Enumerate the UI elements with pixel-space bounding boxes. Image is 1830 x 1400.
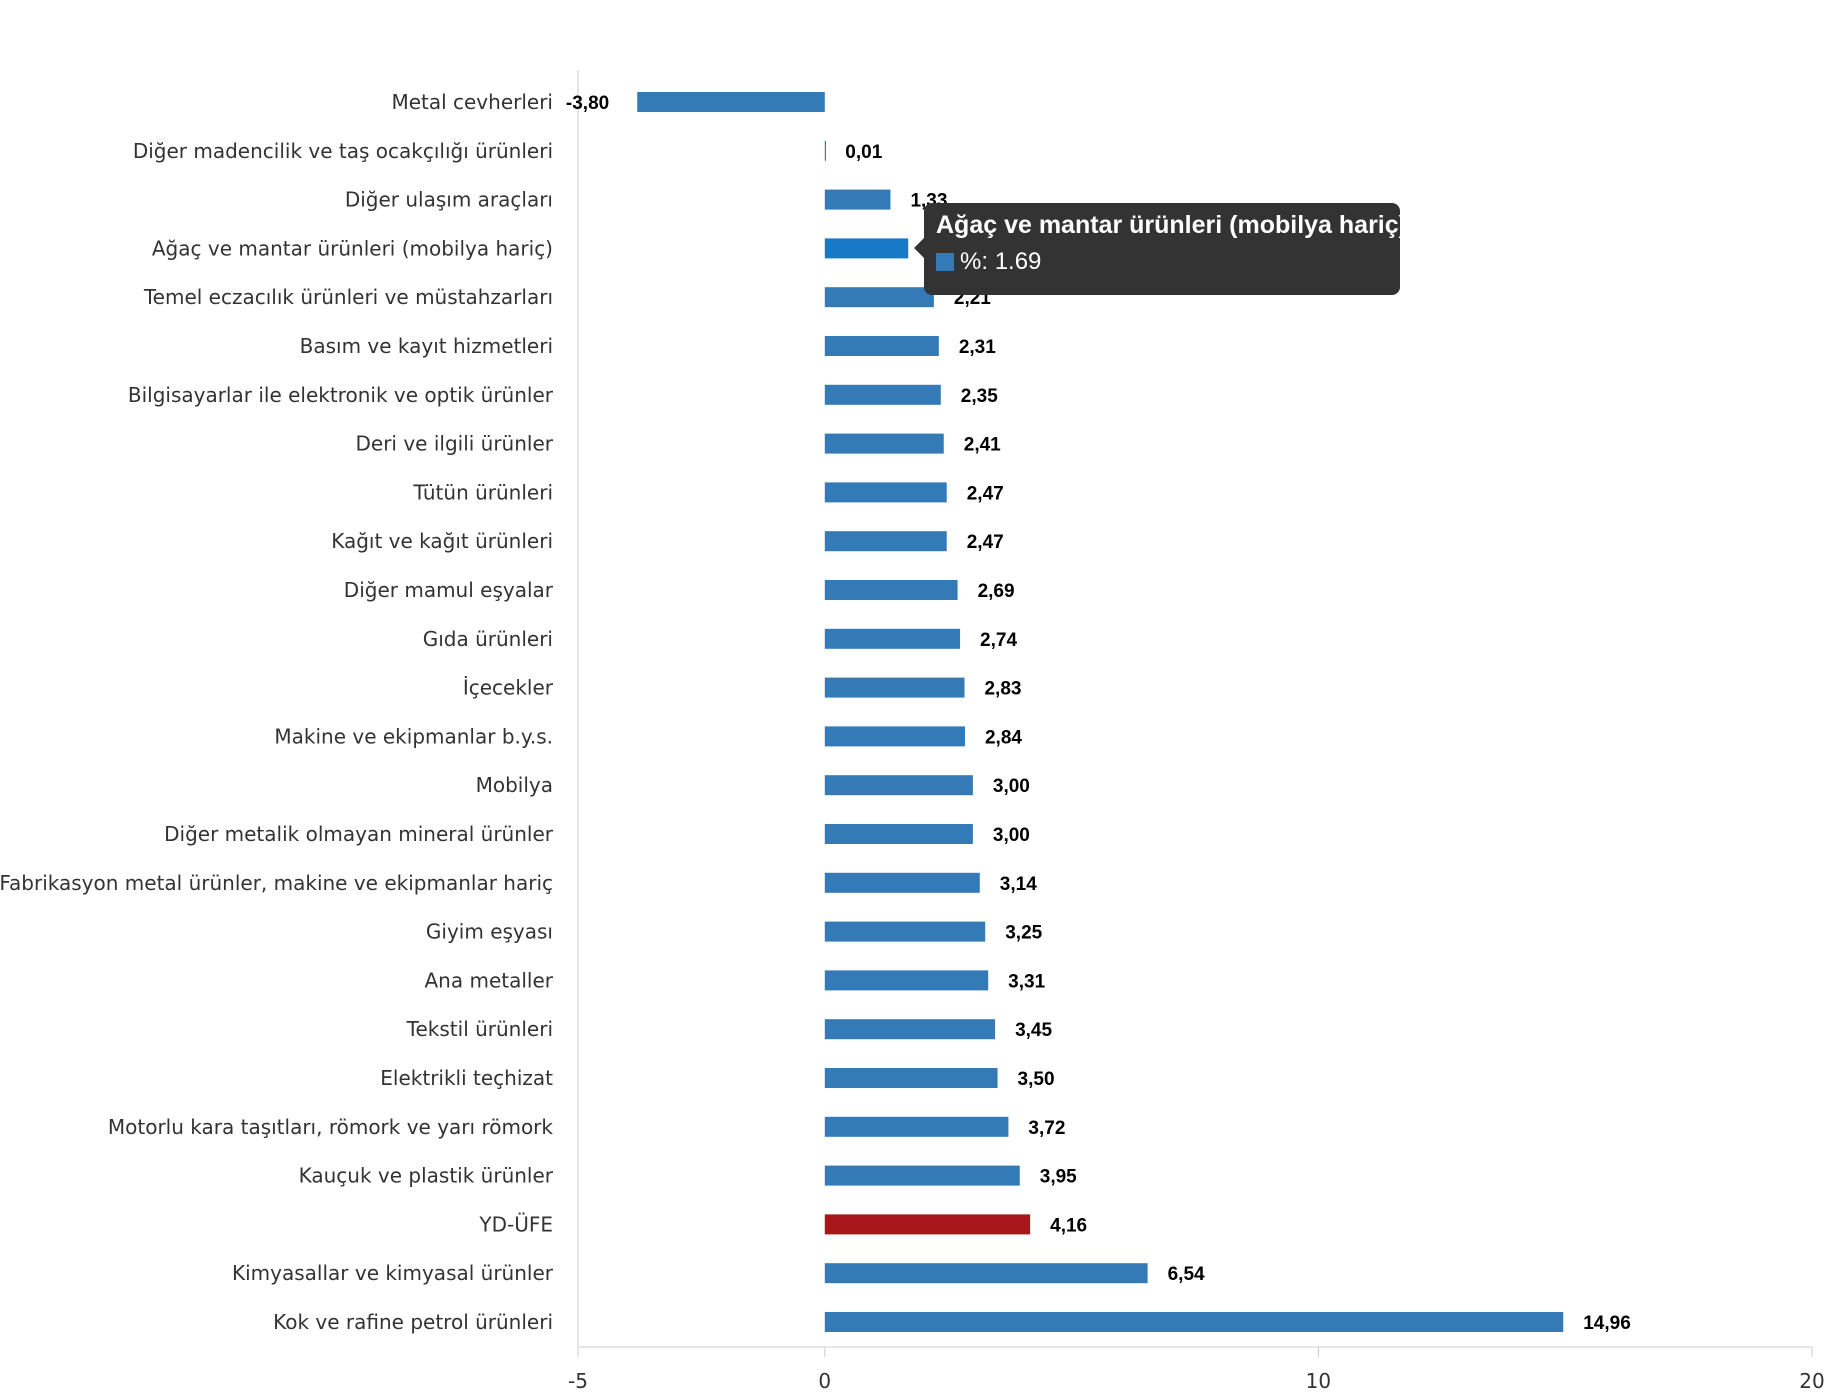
value-label-diger-metalik-olmayan-mineral-urunler: 3,00 (993, 825, 1030, 846)
bar-kagit-ve-kagit-urunleri[interactable] (824, 531, 947, 552)
bar-metal-cevherleri[interactable] (637, 92, 825, 112)
value-label-gida-urunleri: 2,74 (980, 630, 1017, 651)
bars-layer (637, 92, 1564, 1332)
value-label-bilgisayarlar-ile-elektronik-ve-optik-urunler: 2,35 (961, 386, 998, 407)
value-label-kimyasallar-ve-kimyasal-urunler: 6,54 (1168, 1264, 1205, 1285)
value-label-tekstil-urunleri: 3,45 (1015, 1020, 1052, 1041)
value-label-kagit-ve-kagit-urunleri: 2,47 (967, 532, 1004, 553)
category-label-icecekler: İçecekler (463, 676, 554, 700)
category-label-ana-metaller: Ana metaller (425, 968, 554, 992)
value-label-icecekler: 2,83 (984, 679, 1021, 700)
category-label-bilgisayarlar-ile-elektronik-ve-optik-urunler: Bilgisayarlar ile elektronik ve optik ür… (128, 383, 554, 407)
category-label-makine-ve-ekipmanlar-b-y-s: Makine ve ekipmanlar b.y.s. (274, 724, 553, 748)
bar-deri-ve-ilgili-urunler[interactable] (824, 433, 944, 454)
category-label-tutun-urunleri: Tütün ürünleri (412, 480, 553, 504)
category-label-tekstil-urunleri: Tekstil ürünleri (406, 1017, 553, 1041)
category-label-fabrikasyon-metal-urunler-makine-ve-ekipmanlar-haric: Fabrikasyon metal ürünler, makine ve eki… (0, 871, 553, 895)
category-label-diger-mamul-esyalar: Diğer mamul eşyalar (344, 578, 554, 602)
value-label-mobilya: 3,00 (993, 776, 1030, 797)
category-label-motorlu-kara-tasitlari-romork-ve-yari-romork: Motorlu kara taşıtları, römork ve yarı r… (108, 1115, 554, 1139)
value-label-motorlu-kara-tasitlari-romork-ve-yari-romork: 3,72 (1028, 1118, 1065, 1139)
value-label-kok-ve-rafine-petrol-urunleri: 14,96 (1583, 1313, 1631, 1334)
category-label-diger-madencilik-ve-tas-ocakciligi-urunleri: Diğer madencilik ve taş ocakçılığı ürünl… (133, 139, 553, 163)
value-label-fabrikasyon-metal-urunler-makine-ve-ekipmanlar-haric: 3,14 (1000, 874, 1037, 895)
category-label-kok-ve-rafine-petrol-urunleri: Kok ve rafine petrol ürünleri (273, 1310, 553, 1334)
category-label-basim-ve-kayit-hizmetleri: Basım ve kayıt hizmetleri (300, 334, 553, 358)
bar-temel-eczacilik-urunleri-ve-mustahzarlari[interactable] (824, 287, 934, 308)
tooltip-swatch (936, 253, 954, 271)
value-label-elektrikli-techizat: 3,50 (1018, 1069, 1055, 1090)
value-label-metal-cevherleri: -3,80 (566, 93, 609, 114)
x-tick-label: 10 (1306, 1369, 1331, 1393)
bar-diger-ulasim-araclari[interactable] (824, 189, 891, 210)
value-label-diger-mamul-esyalar: 2,69 (978, 581, 1015, 602)
bar-makine-ve-ekipmanlar-b-y-s[interactable] (824, 726, 965, 747)
x-tick-label: -5 (568, 1369, 588, 1393)
bar-ana-metaller[interactable] (824, 970, 989, 991)
bar-diger-metalik-olmayan-mineral-urunler[interactable] (824, 824, 973, 844)
category-label-kaucuk-ve-plastik-urunler: Kauçuk ve plastik ürünler (299, 1164, 554, 1188)
bar-elektrikli-techizat[interactable] (824, 1068, 998, 1088)
category-label-elektrikli-techizat: Elektrikli teçhizat (380, 1066, 553, 1090)
value-label-ana-metaller: 3,31 (1008, 971, 1045, 992)
bar-kok-ve-rafine-petrol-urunleri[interactable] (824, 1312, 1564, 1332)
axis-layer: -5 0 10 20 (568, 70, 1825, 1393)
category-label-diger-metalik-olmayan-mineral-urunler: Diğer metalik olmayan mineral ürünler (164, 822, 554, 846)
bar-tutun-urunleri[interactable] (824, 482, 947, 503)
tooltip: Ağaç ve mantar ürünleri (mobilya hariç) … (924, 203, 1407, 295)
category-label-yd-ufe: YD-ÜFE (478, 1212, 553, 1236)
bar-icecekler[interactable] (824, 677, 965, 698)
x-tick-label: 20 (1799, 1369, 1824, 1393)
tooltip-series-label: % (960, 248, 982, 275)
category-label-diger-ulasim-araclari: Diğer ulaşım araçları (345, 188, 553, 212)
value-label-kaucuk-ve-plastik-urunler: 3,95 (1040, 1167, 1077, 1188)
category-label-kagit-ve-kagit-urunleri: Kağıt ve kağıt ürünleri (331, 529, 553, 553)
value-label-deri-ve-ilgili-urunler: 2,41 (964, 435, 1001, 456)
labels-layer: Metal cevherleri -3,80 Diğer madencilik ve… (0, 90, 1631, 1334)
bar-mobilya[interactable] (824, 775, 973, 796)
bar-motorlu-kara-tasitlari-romork-ve-yari-romork[interactable] (824, 1116, 1009, 1137)
bar-basim-ve-kayit-hizmetleri[interactable] (824, 336, 939, 356)
value-label-tutun-urunleri: 2,47 (967, 483, 1004, 504)
tooltip-separator: : (981, 248, 995, 275)
value-label-giyim-esyasi: 3,25 (1005, 923, 1042, 944)
bar-diger-mamul-esyalar[interactable] (824, 580, 958, 600)
category-label-deri-ve-ilgili-urunler: Deri ve ilgili ürünler (355, 432, 553, 456)
bar-agac-ve-mantar-urunleri-mobilya-haric[interactable] (824, 238, 909, 259)
category-label-mobilya: Mobilya (476, 773, 553, 797)
category-label-metal-cevherleri: Metal cevherleri (391, 90, 553, 114)
bar-yd-ufe[interactable] (824, 1214, 1031, 1235)
value-label-makine-ve-ekipmanlar-b-y-s: 2,84 (985, 727, 1022, 748)
bar-kaucuk-ve-plastik-urunler[interactable] (824, 1165, 1020, 1186)
category-label-giyim-esyasi: Giyim eşyası (426, 920, 553, 944)
value-label-diger-madencilik-ve-tas-ocakciligi-urunleri: 0,01 (845, 142, 882, 163)
x-tick-label: 0 (818, 1369, 831, 1393)
value-label-basim-ve-kayit-hizmetleri: 2,31 (959, 337, 996, 358)
bar-diger-madencilik-ve-tas-ocakciligi-urunleri[interactable] (824, 140, 826, 161)
category-label-kimyasallar-ve-kimyasal-urunler: Kimyasallar ve kimyasal ürünler (232, 1261, 554, 1285)
bar-tekstil-urunleri[interactable] (824, 1019, 996, 1040)
category-label-temel-eczacilik-urunleri-ve-mustahzarlari: Temel eczacılık ürünleri ve müstahzarlar… (143, 285, 553, 309)
category-label-agac-ve-mantar-urunleri-mobilya-haric: Ağaç ve mantar ürünleri (mobilya hariç) (152, 236, 553, 260)
tooltip-value-row: %: 1.69 (936, 248, 1388, 276)
bar-kimyasallar-ve-kimyasal-urunler[interactable] (824, 1263, 1148, 1284)
bar-fabrikasyon-metal-urunler-makine-ve-ekipmanlar-haric[interactable] (824, 872, 980, 893)
bar-gida-urunleri[interactable] (824, 628, 961, 649)
tooltip-arrow (914, 238, 924, 258)
tooltip-value: 1.69 (994, 248, 1042, 275)
bar-bilgisayarlar-ile-elektronik-ve-optik-urunler[interactable] (824, 384, 941, 405)
category-label-gida-urunleri: Gıda ürünleri (423, 627, 553, 651)
value-label-yd-ufe: 4,16 (1050, 1215, 1087, 1236)
tooltip-title: Ağaç ve mantar ürünleri (mobilya hariç) (936, 211, 1407, 239)
bar-giyim-esyasi[interactable] (824, 921, 986, 942)
